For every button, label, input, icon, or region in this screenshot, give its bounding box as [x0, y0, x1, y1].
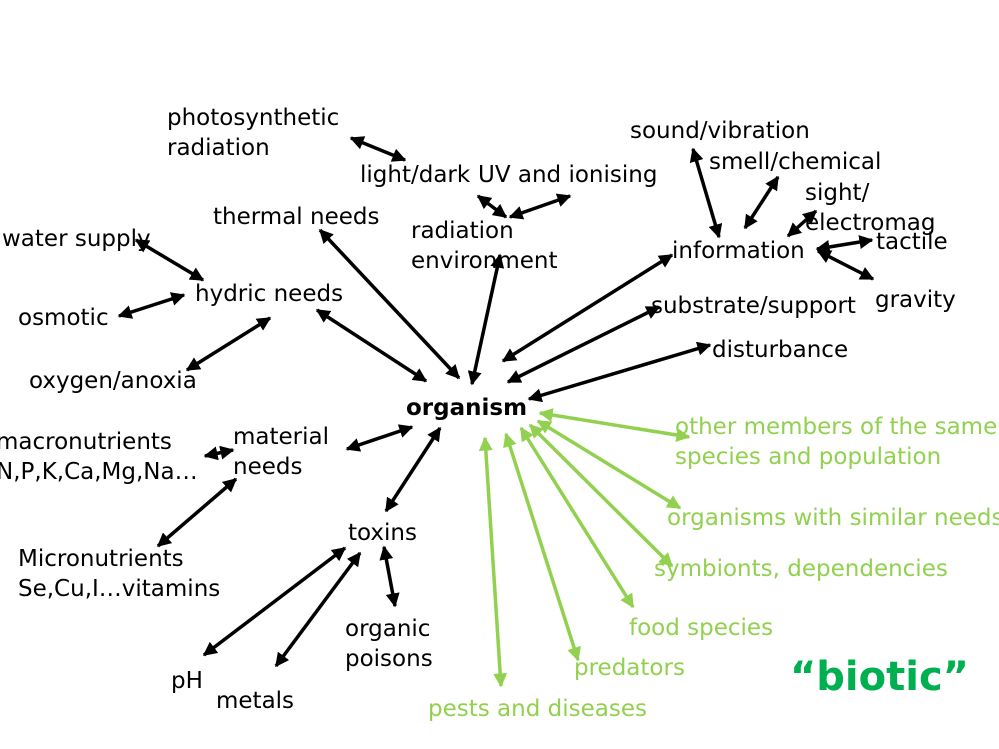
arrow-radiation-organism — [467, 253, 505, 386]
arrow-material-organism — [345, 424, 414, 452]
arrow-disturbance-organism — [527, 341, 712, 403]
arrow-macro-material — [203, 445, 235, 461]
arrow-predators-organism — [503, 432, 581, 662]
sight-electromag-node: sight/ electromag — [805, 180, 936, 236]
water-supply-node: water supply — [2, 226, 151, 252]
arrow-uv-radiation — [508, 193, 572, 220]
arrow-micro-material — [156, 477, 238, 548]
pests-diseases-node: pests and diseases — [428, 696, 647, 722]
same-species-node: other members of the same species and po… — [675, 414, 998, 470]
arrow-organic-toxins — [379, 545, 400, 608]
light-dark-node: light/dark — [360, 162, 471, 188]
tactile-node: tactile — [876, 229, 948, 255]
hydric-needs-node: hydric needs — [195, 281, 344, 307]
arrow-water-hydric — [134, 238, 205, 282]
arrow-food-organism — [519, 426, 635, 609]
arrow-sight-information — [786, 209, 818, 238]
organic-poisons-node: organic poisons — [345, 616, 433, 672]
arrow-pests-organism — [478, 436, 508, 688]
smell-chemical-node: smell/chemical — [709, 149, 882, 175]
organism-node: organism — [406, 395, 528, 421]
arrow-symbionts-organism — [528, 423, 674, 568]
micronutrients-node: Micronutrients Se,Cu,I…vitamins — [18, 546, 221, 602]
arrow-sound-information — [689, 147, 723, 239]
oxygen-anoxia-node: oxygen/anoxia — [29, 368, 197, 394]
osmotic-node: osmotic — [18, 305, 109, 331]
arrow-metals-toxins — [274, 551, 362, 668]
arrow-toxins-organism — [384, 426, 442, 513]
food-species-node: food species — [629, 615, 774, 641]
thermal-needs-node: thermal needs — [213, 204, 380, 230]
arrow-hydric-organism — [315, 308, 428, 383]
similar-needs-node: organisms with similar needs — [667, 505, 999, 531]
arrow-thermal-organism — [318, 228, 461, 380]
predators-node: predators — [574, 655, 685, 681]
arrow-photosynthetic-lightdark — [349, 136, 407, 162]
symbionts-node: symbionts, dependencies — [654, 556, 948, 582]
arrow-same-species-organism — [538, 408, 691, 442]
ph-node: pH — [171, 668, 203, 694]
uv-ionising-node: UV and ionising — [478, 162, 658, 188]
metals-node: metals — [216, 688, 295, 714]
material-needs-node: material needs — [233, 424, 329, 480]
arrow-osmotic-hydric — [117, 292, 186, 319]
macronutrients-node: macronutrients N,P,K,Ca,Mg,Na… — [0, 429, 198, 485]
radiation-environment-node: radiation environment — [411, 218, 558, 274]
disturbance-node: disturbance — [712, 337, 849, 363]
arrow-lightdark-radiation — [476, 194, 508, 219]
gravity-node: gravity — [875, 287, 956, 313]
sound-vibration-node: sound/vibration — [630, 118, 810, 144]
arrow-gravity-information — [816, 249, 875, 281]
information-node: information — [672, 238, 805, 264]
photosynthetic-radiation-node: photosynthetic radiation — [167, 105, 340, 161]
toxins-node: toxins — [348, 520, 417, 546]
arrow-tactile-information — [815, 235, 874, 254]
arrow-similar-needs-organism — [536, 419, 682, 510]
arrow-oxygen-hydric — [185, 316, 272, 372]
substrate-support-node: substrate/support — [651, 293, 856, 319]
arrow-smell-information — [743, 175, 780, 230]
biotic-heading: “biotic” — [790, 654, 969, 700]
